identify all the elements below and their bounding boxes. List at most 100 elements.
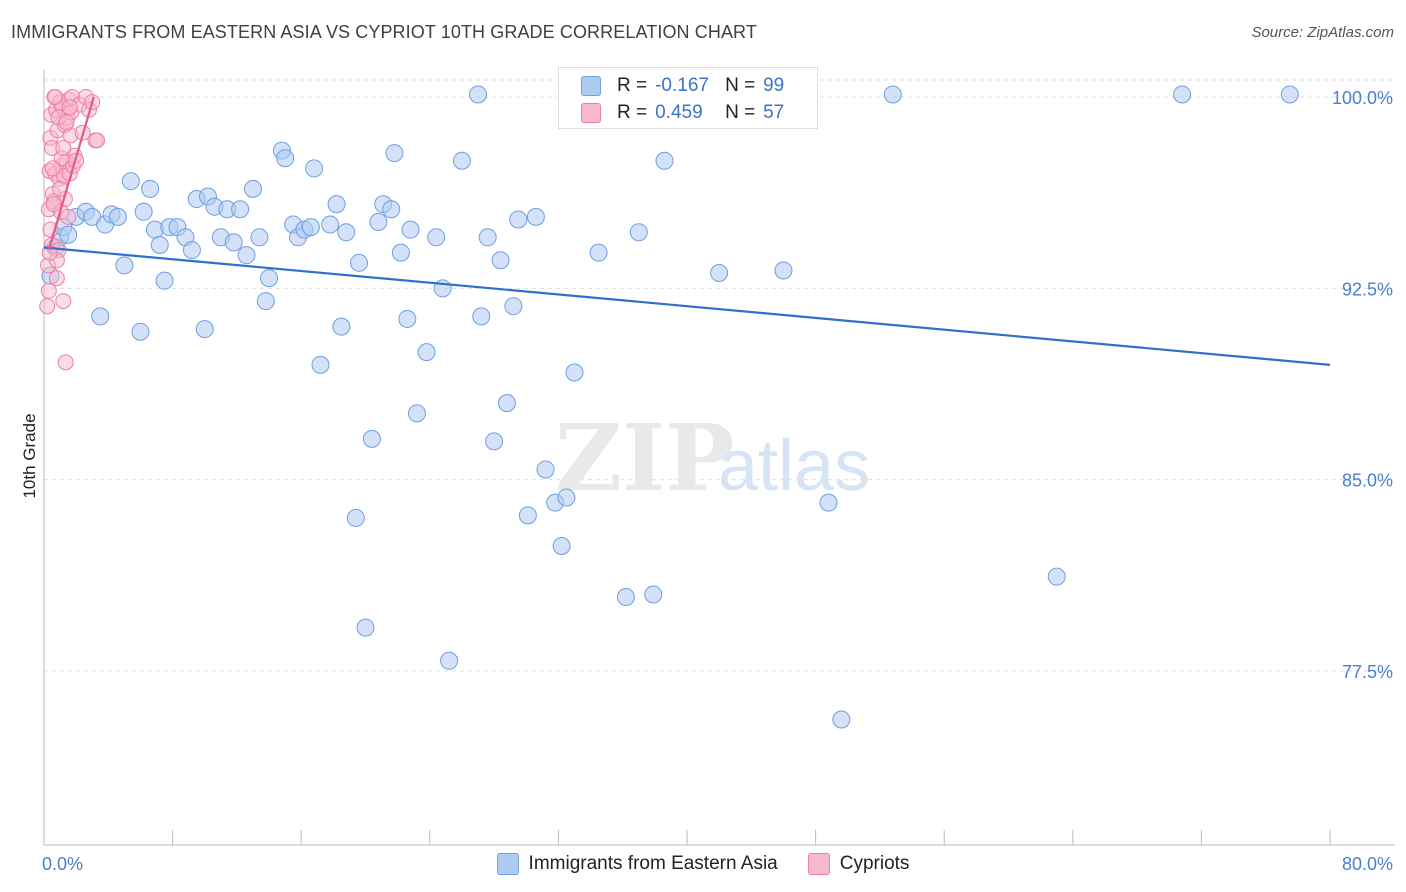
- data-point-eastern-asia: [59, 225, 78, 244]
- y-tick-label: 85.0%: [1342, 471, 1393, 491]
- y-tick-label: 77.5%: [1342, 662, 1393, 682]
- data-point-eastern-asia: [565, 363, 584, 382]
- data-point-cypriots: [89, 132, 106, 149]
- data-point-eastern-asia: [629, 223, 648, 242]
- legend-r-label: R =: [617, 75, 648, 96]
- data-point-eastern-asia: [1280, 85, 1299, 104]
- data-point-eastern-asia: [195, 320, 214, 339]
- legend-row-cypriots: R = 0.459 N = 57: [581, 100, 784, 126]
- data-point-eastern-asia: [440, 651, 459, 670]
- data-point-eastern-asia: [224, 233, 243, 252]
- y-axis-label: 10th Grade: [20, 413, 39, 498]
- legend-n-label: N =: [725, 75, 756, 96]
- data-point-eastern-asia: [710, 264, 729, 283]
- data-point-eastern-asia: [398, 309, 417, 328]
- data-point-eastern-asia: [301, 218, 320, 237]
- data-point-eastern-asia: [469, 85, 488, 104]
- data-point-cypriots: [60, 208, 77, 225]
- data-point-cypriots: [61, 99, 78, 116]
- x-tick-labels: 0.0% 80.0%: [42, 854, 1393, 874]
- data-point-cypriots: [45, 196, 62, 213]
- data-point-eastern-asia: [417, 343, 436, 362]
- watermark-atlas: atlas: [718, 426, 870, 506]
- data-point-cypriots: [47, 89, 64, 105]
- data-point-eastern-asia: [832, 710, 851, 729]
- data-point-eastern-asia: [589, 243, 608, 262]
- data-point-eastern-asia: [644, 585, 663, 604]
- data-point-eastern-asia: [369, 213, 388, 232]
- data-point-eastern-asia: [350, 253, 369, 272]
- data-point-eastern-asia: [131, 322, 150, 341]
- data-point-eastern-asia: [504, 297, 523, 316]
- stats-legend: R = -0.167 N = 99 R = 0.459 N = 57: [558, 67, 818, 129]
- legend-label-cypriots: Cypriots: [839, 853, 910, 874]
- legend-n-label: N =: [725, 102, 756, 123]
- data-point-eastern-asia: [155, 271, 174, 290]
- data-point-eastern-asia: [321, 215, 340, 234]
- data-point-cypriots: [55, 140, 72, 157]
- legend-swatch-pink: [581, 103, 601, 123]
- data-point-eastern-asia: [552, 536, 571, 555]
- axes: [43, 70, 1395, 846]
- data-point-eastern-asia: [305, 159, 324, 178]
- watermark: ZIP atlas: [555, 404, 870, 512]
- legend-r-value: -0.167: [655, 75, 709, 96]
- data-point-eastern-asia: [150, 235, 169, 254]
- data-point-eastern-asia: [472, 307, 491, 326]
- data-point-eastern-asia: [526, 207, 545, 226]
- series-cypriots-points: [39, 89, 106, 371]
- data-point-eastern-asia: [134, 202, 153, 221]
- trend-line-eastern-asia: [43, 246, 1331, 366]
- legend-n-value: 99: [763, 75, 785, 96]
- data-point-eastern-asia: [1047, 567, 1066, 586]
- data-point-eastern-asia: [327, 195, 346, 214]
- data-point-eastern-asia: [115, 256, 134, 275]
- series-legend: Immigrants from Eastern Asia Cypriots: [0, 851, 1406, 877]
- data-point-eastern-asia: [536, 460, 555, 479]
- data-point-eastern-asia: [91, 307, 110, 326]
- data-point-eastern-asia: [819, 493, 838, 512]
- data-point-eastern-asia: [491, 251, 510, 270]
- legend-label-eastern-asia: Immigrants from Eastern Asia: [528, 853, 778, 874]
- data-point-eastern-asia: [616, 588, 635, 607]
- legend-swatch-pink: [807, 853, 830, 875]
- y-tick-label: 92.5%: [1342, 279, 1393, 299]
- x-tick-label: 80.0%: [1342, 854, 1393, 874]
- y-tick-label: 100.0%: [1332, 88, 1393, 108]
- legend-item-cypriots: Cypriots: [807, 853, 910, 875]
- legend-r-value: 0.459: [655, 102, 703, 123]
- data-point-eastern-asia: [356, 618, 375, 637]
- data-point-cypriots: [48, 270, 65, 287]
- data-point-eastern-asia: [509, 210, 528, 229]
- legend-n-value: 57: [763, 102, 785, 123]
- data-point-eastern-asia: [108, 207, 127, 226]
- y-tick-labels: 77.5% 85.0% 92.5% 100.0%: [1332, 88, 1393, 682]
- trend-line-cypriots: [47, 96, 95, 251]
- data-point-eastern-asia: [391, 243, 410, 262]
- legend-row-eastern-asia: R = -0.167 N = 99: [581, 73, 784, 99]
- data-point-eastern-asia: [427, 228, 446, 247]
- legend-swatch-blue: [496, 853, 519, 875]
- data-point-cypriots: [58, 114, 75, 131]
- source-attribution: Source: ZipAtlas.com: [1251, 24, 1394, 41]
- legend-swatch-blue: [581, 76, 601, 96]
- data-point-eastern-asia: [276, 149, 295, 168]
- data-point-eastern-asia: [250, 228, 269, 247]
- data-point-eastern-asia: [256, 292, 275, 311]
- data-point-cypriots: [39, 298, 56, 315]
- trend-lines: [43, 96, 1331, 366]
- series-eastern-asia-points: [41, 77, 1299, 729]
- data-point-eastern-asia: [121, 172, 140, 191]
- data-point-eastern-asia: [182, 241, 201, 260]
- legend-r-label: R =: [617, 102, 648, 123]
- data-point-eastern-asia: [883, 85, 902, 104]
- x-tick-label: 0.0%: [42, 854, 83, 874]
- data-point-eastern-asia: [243, 179, 262, 198]
- data-point-eastern-asia: [141, 179, 160, 198]
- data-point-cypriots: [40, 282, 57, 299]
- data-point-eastern-asia: [260, 269, 279, 288]
- data-point-eastern-asia: [774, 261, 793, 280]
- data-point-cypriots: [57, 354, 74, 371]
- data-point-eastern-asia: [382, 200, 401, 219]
